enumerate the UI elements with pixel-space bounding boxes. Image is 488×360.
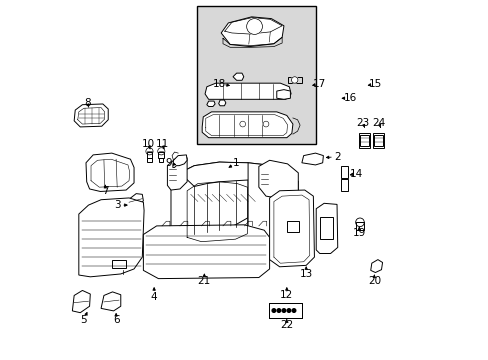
Text: 10: 10	[142, 139, 155, 149]
Bar	[147, 158, 151, 162]
Text: 2: 2	[334, 152, 340, 162]
Text: 17: 17	[312, 79, 326, 89]
Polygon shape	[269, 190, 314, 267]
Text: 7: 7	[102, 186, 108, 196]
Polygon shape	[233, 73, 244, 80]
Polygon shape	[202, 112, 292, 138]
Circle shape	[246, 19, 262, 35]
Circle shape	[271, 309, 275, 312]
Bar	[340, 166, 348, 178]
Text: 22: 22	[280, 320, 293, 330]
Text: 1: 1	[233, 158, 240, 168]
Text: 19: 19	[352, 228, 365, 238]
Bar	[268, 303, 301, 318]
Polygon shape	[258, 160, 298, 200]
Circle shape	[239, 121, 245, 127]
Bar	[112, 260, 126, 268]
Bar	[287, 77, 301, 83]
Bar	[358, 133, 369, 148]
Circle shape	[292, 309, 295, 312]
Text: 4: 4	[150, 292, 157, 302]
Text: 9: 9	[165, 158, 171, 168]
Text: 3: 3	[114, 200, 121, 210]
Polygon shape	[171, 162, 247, 246]
Text: 21: 21	[197, 276, 210, 286]
Text: 20: 20	[367, 276, 380, 286]
Polygon shape	[74, 104, 108, 127]
Polygon shape	[79, 198, 144, 277]
Text: 11: 11	[156, 139, 169, 149]
Polygon shape	[86, 153, 134, 192]
Text: 5: 5	[81, 315, 87, 325]
Bar	[319, 217, 333, 239]
Text: 14: 14	[349, 168, 362, 179]
Circle shape	[277, 309, 280, 312]
Text: 23: 23	[355, 118, 369, 128]
Polygon shape	[301, 153, 323, 165]
Polygon shape	[247, 163, 298, 248]
Text: 16: 16	[343, 93, 356, 103]
Text: 24: 24	[371, 118, 385, 128]
Bar	[286, 221, 299, 232]
Circle shape	[263, 121, 268, 127]
Polygon shape	[128, 194, 143, 208]
Polygon shape	[143, 225, 269, 279]
Polygon shape	[370, 260, 382, 273]
Bar	[197, 6, 315, 144]
Polygon shape	[101, 292, 121, 311]
Text: 6: 6	[113, 315, 119, 325]
Polygon shape	[221, 17, 284, 46]
Polygon shape	[206, 101, 215, 107]
Circle shape	[145, 148, 153, 155]
Circle shape	[158, 148, 164, 155]
Polygon shape	[167, 158, 187, 190]
Bar	[268, 303, 301, 318]
Text: 12: 12	[280, 291, 293, 301]
Bar	[146, 152, 152, 158]
Circle shape	[282, 309, 285, 312]
Polygon shape	[180, 162, 298, 186]
Bar	[340, 179, 348, 192]
Polygon shape	[204, 83, 290, 99]
Polygon shape	[276, 90, 290, 99]
Bar	[159, 158, 163, 162]
Polygon shape	[316, 203, 337, 253]
Bar	[359, 135, 368, 145]
Circle shape	[355, 218, 364, 226]
Circle shape	[291, 77, 297, 83]
Polygon shape	[72, 291, 90, 313]
Bar	[356, 222, 363, 230]
Circle shape	[286, 309, 290, 312]
Text: 8: 8	[84, 98, 91, 108]
Text: 13: 13	[299, 269, 312, 279]
Polygon shape	[218, 100, 225, 106]
Bar	[373, 135, 382, 145]
Bar	[372, 133, 384, 148]
Polygon shape	[172, 155, 187, 167]
Bar	[158, 152, 164, 158]
Text: 18: 18	[212, 79, 225, 89]
Text: 15: 15	[368, 79, 381, 89]
